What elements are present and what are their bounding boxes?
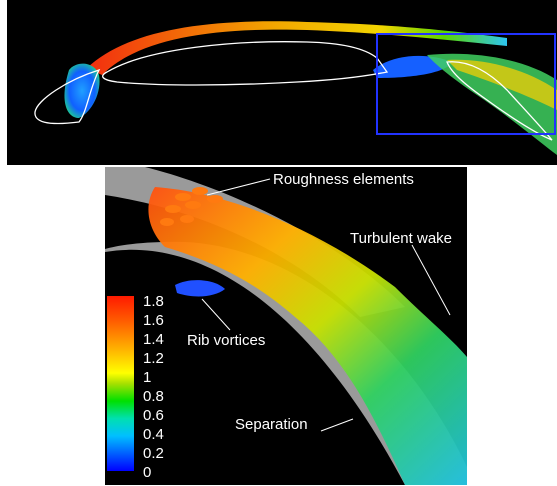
arrow-wake <box>411 244 451 316</box>
rib-vortices-blob <box>175 280 225 297</box>
zoom-box <box>376 33 556 135</box>
colorbar <box>107 296 134 471</box>
flap-outline <box>446 61 553 141</box>
arrow-rib <box>201 298 231 331</box>
annotation-separation: Separation <box>235 416 308 433</box>
overview-render <box>34 21 557 155</box>
main-element-outline <box>102 41 389 86</box>
colorbar-tick: 0.2 <box>143 445 164 462</box>
colorbar-tick: 1.2 <box>143 350 164 367</box>
vortex-field <box>148 187 467 485</box>
flap-cove-vortex <box>373 55 452 78</box>
slat-cove-vortex <box>64 63 100 118</box>
annotation-roughness: Roughness elements <box>273 171 414 188</box>
zoom-render <box>105 167 467 485</box>
colorbar-tick: 0.6 <box>143 407 164 424</box>
overview-panel <box>7 0 557 165</box>
colorbar-tick: 1.6 <box>143 312 164 329</box>
colorbar-tick: 1 <box>143 369 152 386</box>
colorbar-tick: 0.4 <box>143 426 164 443</box>
slat-outline <box>34 68 101 125</box>
annotation-wake: Turbulent wake <box>350 230 452 247</box>
colorbar-tick: 1.8 <box>143 293 164 310</box>
annotation-rib: Rib vortices <box>187 332 266 349</box>
roughness-elements <box>160 187 223 226</box>
arrow-roughness <box>206 178 271 196</box>
zoom-panel <box>105 167 467 485</box>
colorbar-tick: 0 <box>143 464 152 481</box>
arrow-separation <box>320 418 354 432</box>
colorbar-tick: 1.4 <box>143 331 164 348</box>
colorbar-tick: 0.8 <box>143 388 164 405</box>
